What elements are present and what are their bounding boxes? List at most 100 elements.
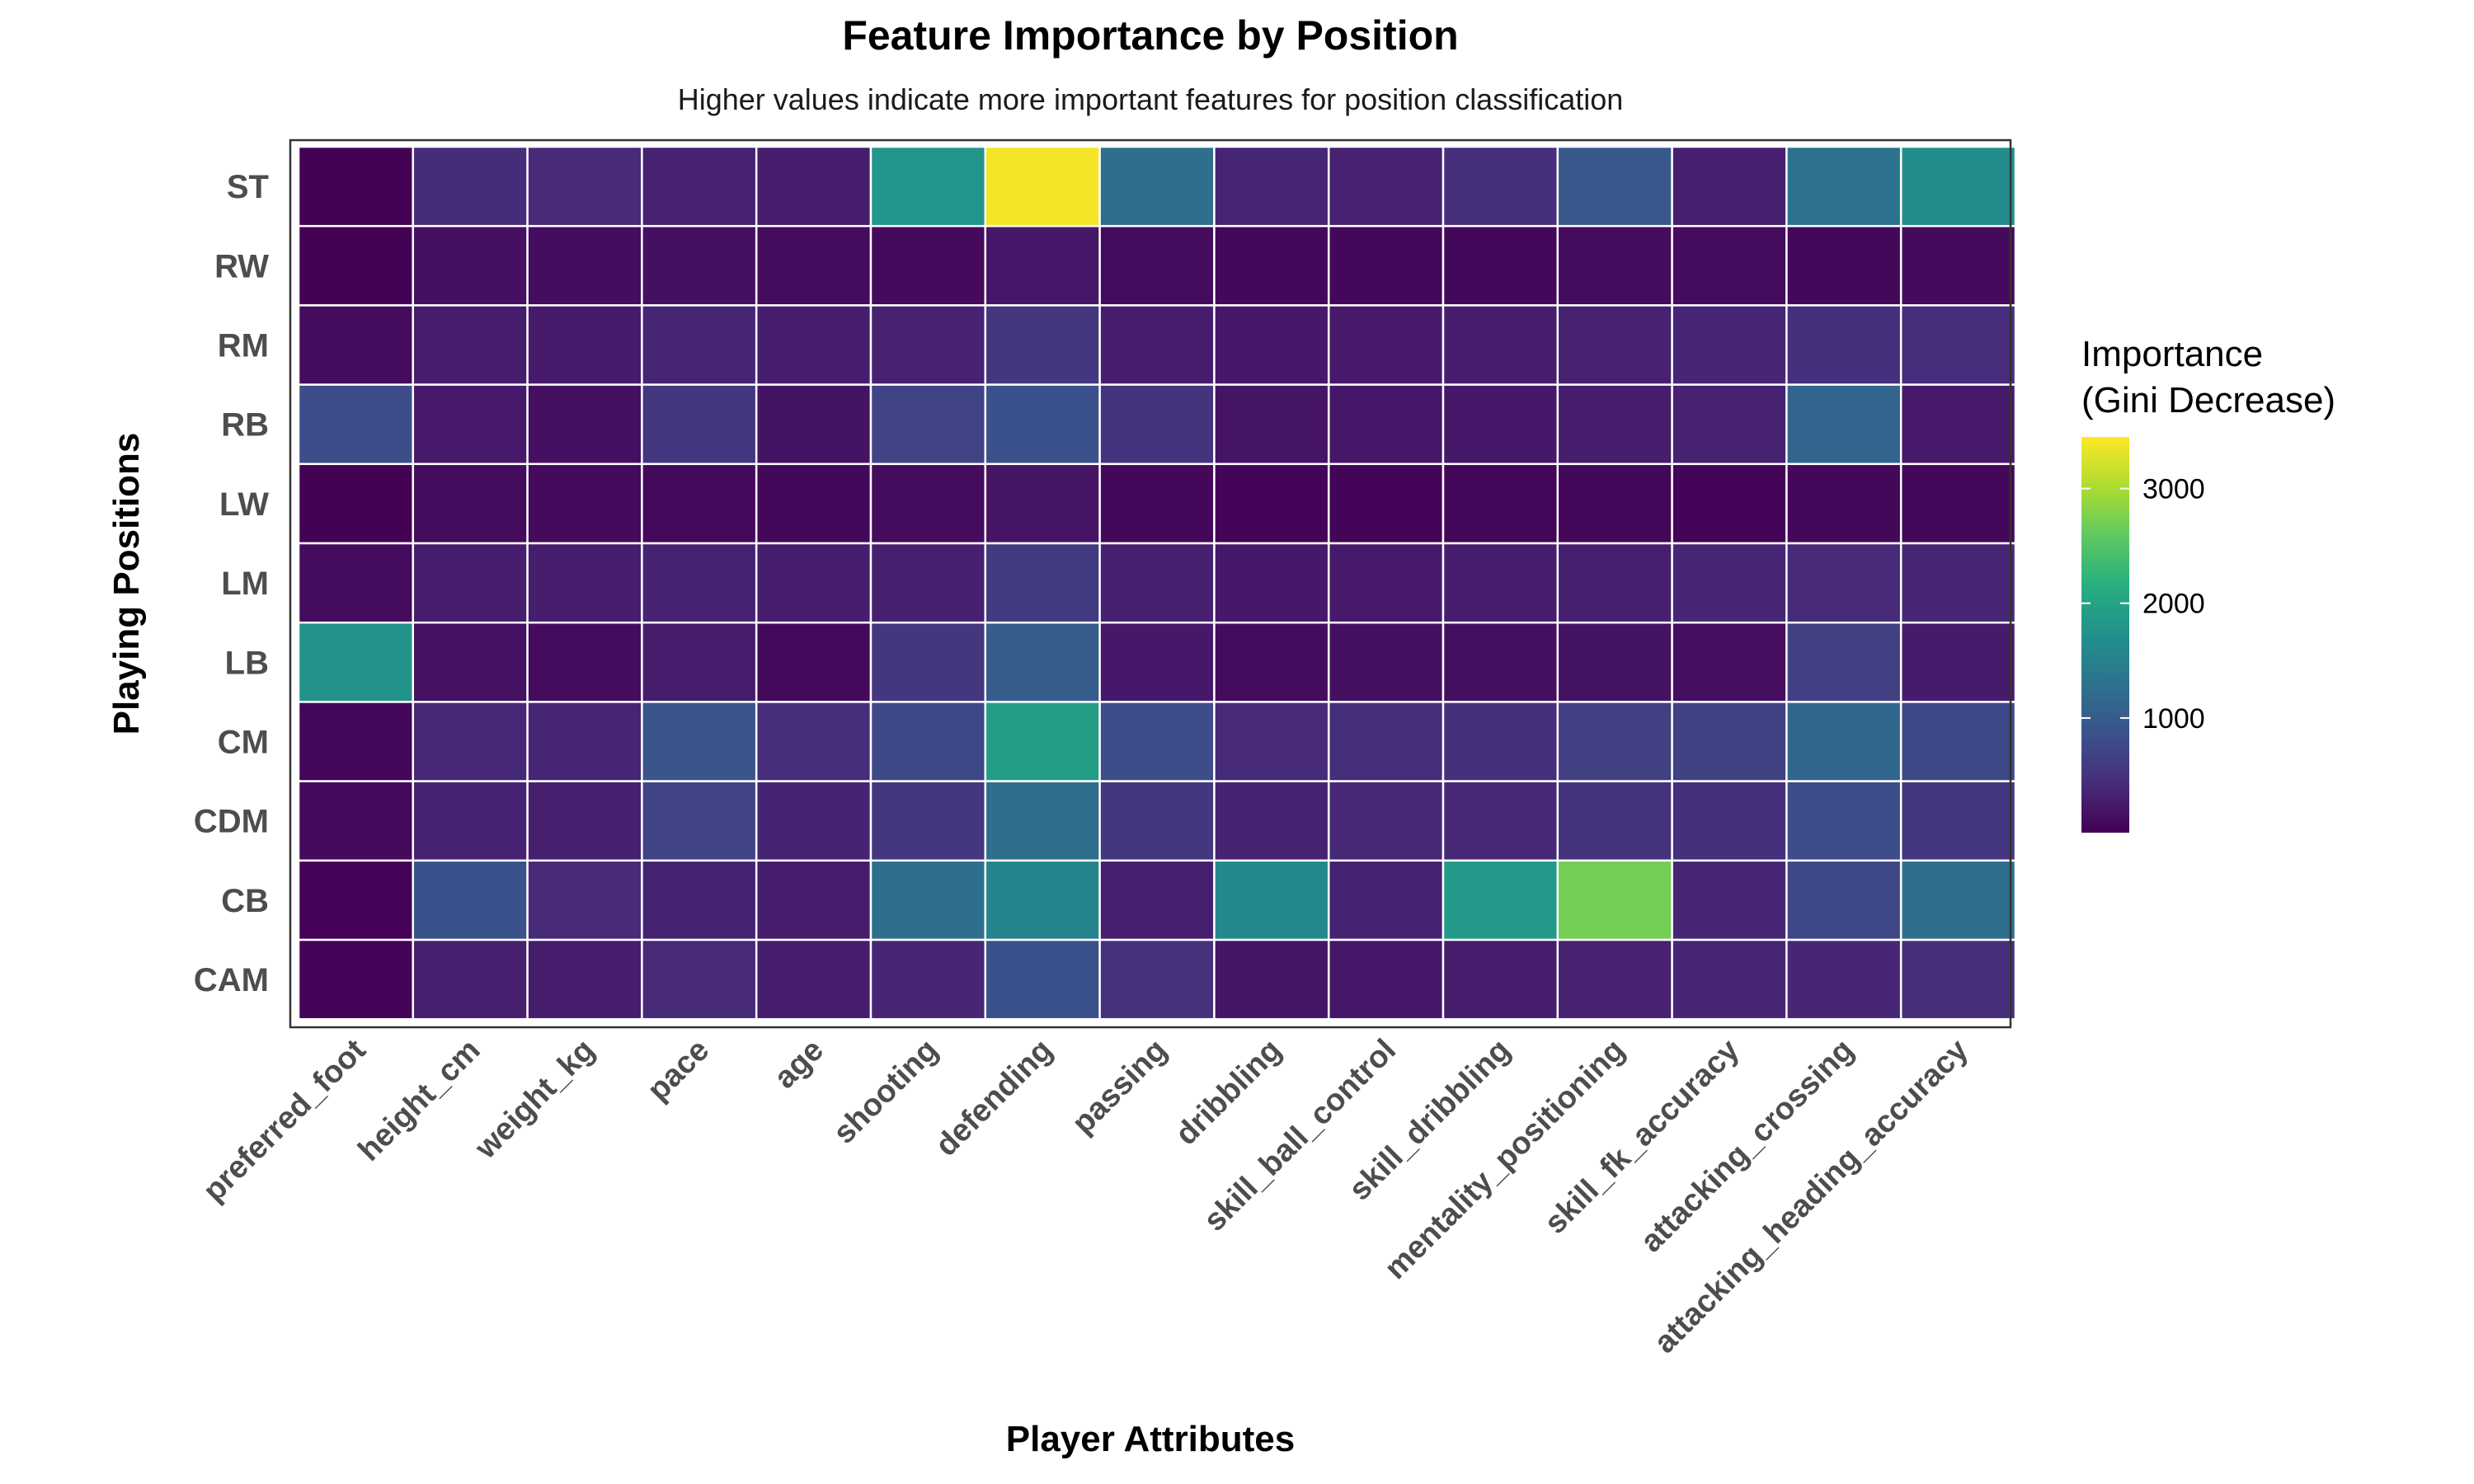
heatmap-cell-LM-attacking_heading_accuracy	[1899, 542, 2017, 624]
y-tick-label-RM: RM	[218, 328, 269, 364]
legend-tick-label-1000: 1000	[2142, 703, 2205, 735]
heatmap-cell-RW-shooting	[869, 224, 987, 307]
heatmap-cell-LM-mentality_positioning	[1556, 542, 1673, 624]
heatmap-cell-RW-preferred_foot	[297, 224, 415, 307]
heatmap-cell-RM-dribbling	[1213, 304, 1330, 386]
heatmap-cell-ST-skill_fk_accuracy	[1671, 145, 1788, 228]
heatmap-cell-CDM-skill_dribbling	[1442, 780, 1559, 862]
heatmap-cell-RB-attacking_crossing	[1785, 383, 1903, 466]
heatmap-cell-CAM-attacking_heading_accuracy	[1899, 938, 2017, 1021]
heatmap-cell-RM-attacking_heading_accuracy	[1899, 304, 2017, 386]
heatmap-cell-RM-defending	[984, 304, 1101, 386]
heatmap-cell-LW-mentality_positioning	[1556, 463, 1673, 545]
heatmap-cell-LB-height_cm	[412, 621, 529, 703]
heatmap-cell-RM-mentality_positioning	[1556, 304, 1673, 386]
heatmap-cell-CM-skill_fk_accuracy	[1671, 701, 1788, 782]
heatmap-cell-LM-defending	[984, 542, 1101, 624]
x-tick-label-skill_ball_control: skill_ball_control	[1197, 1033, 1403, 1238]
heatmap-cell-LW-preferred_foot	[297, 463, 415, 545]
heatmap-cell-CDM-passing	[1098, 780, 1216, 862]
heatmap-cell-CM-weight_kg	[526, 701, 643, 782]
y-tick-label-LB: LB	[225, 645, 269, 681]
heatmap-cell-RB-preferred_foot	[297, 383, 415, 466]
heatmap-cell-RW-skill_ball_control	[1327, 224, 1445, 307]
heatmap-cell-RW-skill_fk_accuracy	[1671, 224, 1788, 307]
heatmap-cell-CDM-attacking_heading_accuracy	[1899, 780, 2017, 862]
heatmap-cell-RW-attacking_crossing	[1785, 224, 1903, 307]
heatmap-cell-CB-attacking_crossing	[1785, 859, 1903, 942]
heatmap-cell-RW-mentality_positioning	[1556, 224, 1673, 307]
color-legend: Importance (Gini Decrease) 1000 2000 3000	[2081, 334, 2335, 833]
heatmap-cell-LW-dribbling	[1213, 463, 1330, 545]
y-tick-label-CDM: CDM	[194, 804, 269, 840]
heatmap-cell-CM-skill_ball_control	[1327, 701, 1445, 782]
heatmap-cell-RM-pace	[641, 304, 758, 386]
x-tick-label-defending: defending	[929, 1033, 1059, 1163]
heatmap-cell-ST-mentality_positioning	[1556, 145, 1673, 228]
heatmap-cell-CAM-skill_dribbling	[1442, 938, 1559, 1021]
y-tick-label-ST: ST	[227, 169, 269, 205]
y-tick-label-LM: LM	[221, 566, 269, 602]
heatmap-cell-LB-skill_fk_accuracy	[1671, 621, 1788, 703]
heatmap-cell-CM-preferred_foot	[297, 701, 415, 782]
heatmap-cell-RB-attacking_heading_accuracy	[1899, 383, 2017, 466]
x-tick-label-height_cm: height_cm	[351, 1033, 487, 1168]
heatmap-cell-CM-passing	[1098, 701, 1216, 782]
heatmap-cell-LM-skill_dribbling	[1442, 542, 1559, 624]
heatmap-cell-CB-preferred_foot	[297, 859, 415, 942]
heatmap-cell-CAM-dribbling	[1213, 938, 1330, 1021]
heatmap-cell-CDM-preferred_foot	[297, 780, 415, 862]
heatmap-cell-RW-attacking_heading_accuracy	[1899, 224, 2017, 307]
heatmap-cell-LB-pace	[641, 621, 758, 703]
heatmap-cell-LB-dribbling	[1213, 621, 1330, 703]
heatmap-cell-CAM-skill_ball_control	[1327, 938, 1445, 1021]
y-tick-label-RW: RW	[214, 248, 269, 284]
heatmap-cell-CM-mentality_positioning	[1556, 701, 1673, 782]
heatmap-cell-CAM-height_cm	[412, 938, 529, 1021]
heatmap-cell-ST-attacking_heading_accuracy	[1899, 145, 2017, 228]
heatmap-cell-CM-skill_dribbling	[1442, 701, 1559, 782]
heatmap-cell-LW-attacking_crossing	[1785, 463, 1903, 545]
heatmap-cell-LB-defending	[984, 621, 1101, 703]
legend-tick-label-2000: 2000	[2142, 589, 2205, 620]
heatmap-cell-ST-defending	[984, 145, 1101, 228]
heatmap-cell-RB-shooting	[869, 383, 987, 466]
heatmap-cell-CB-defending	[984, 859, 1101, 942]
heatmap-cell-LM-weight_kg	[526, 542, 643, 624]
heatmap-cell-CB-skill_fk_accuracy	[1671, 859, 1788, 942]
heatmap-cell-RW-weight_kg	[526, 224, 643, 307]
heatmap-cell-RM-skill_fk_accuracy	[1671, 304, 1788, 386]
heatmap-cell-CDM-mentality_positioning	[1556, 780, 1673, 862]
heatmap-cell-ST-weight_kg	[526, 145, 643, 228]
heatmap-cell-CB-pace	[641, 859, 758, 942]
heatmap-cell-LW-age	[755, 463, 872, 545]
heatmap-cell-RB-defending	[984, 383, 1101, 466]
heatmap-cell-CM-dribbling	[1213, 701, 1330, 782]
heatmap-cell-ST-passing	[1098, 145, 1216, 228]
heatmap-cell-RB-dribbling	[1213, 383, 1330, 466]
heatmap-cell-LB-skill_ball_control	[1327, 621, 1445, 703]
heatmap-cell-RB-age	[755, 383, 872, 466]
heatmap-cell-LB-mentality_positioning	[1556, 621, 1673, 703]
heatmap-cell-ST-skill_dribbling	[1442, 145, 1559, 228]
heatmap-cell-RM-height_cm	[412, 304, 529, 386]
heatmap-cell-CB-height_cm	[412, 859, 529, 942]
heatmap-cell-ST-height_cm	[412, 145, 529, 228]
heatmap-cell-LM-height_cm	[412, 542, 529, 624]
heatmap-cell-RB-skill_fk_accuracy	[1671, 383, 1788, 466]
heatmap-cell-ST-dribbling	[1213, 145, 1330, 228]
heatmap-cell-RB-pace	[641, 383, 758, 466]
heatmap-cell-RW-skill_dribbling	[1442, 224, 1559, 307]
heatmap-cell-LW-attacking_heading_accuracy	[1899, 463, 2017, 545]
heatmap-cell-LM-attacking_crossing	[1785, 542, 1903, 624]
heatmap-cell-CB-mentality_positioning	[1556, 859, 1673, 942]
heatmap-cell-LM-dribbling	[1213, 542, 1330, 624]
heatmap-cell-CAM-pace	[641, 938, 758, 1021]
x-tick-label-pace: pace	[641, 1033, 716, 1108]
plot-panel-border	[289, 139, 2012, 1029]
heatmap-cell-CB-attacking_heading_accuracy	[1899, 859, 2017, 942]
heatmap-cell-LB-weight_kg	[526, 621, 643, 703]
heatmap-cell-LM-skill_ball_control	[1327, 542, 1445, 624]
